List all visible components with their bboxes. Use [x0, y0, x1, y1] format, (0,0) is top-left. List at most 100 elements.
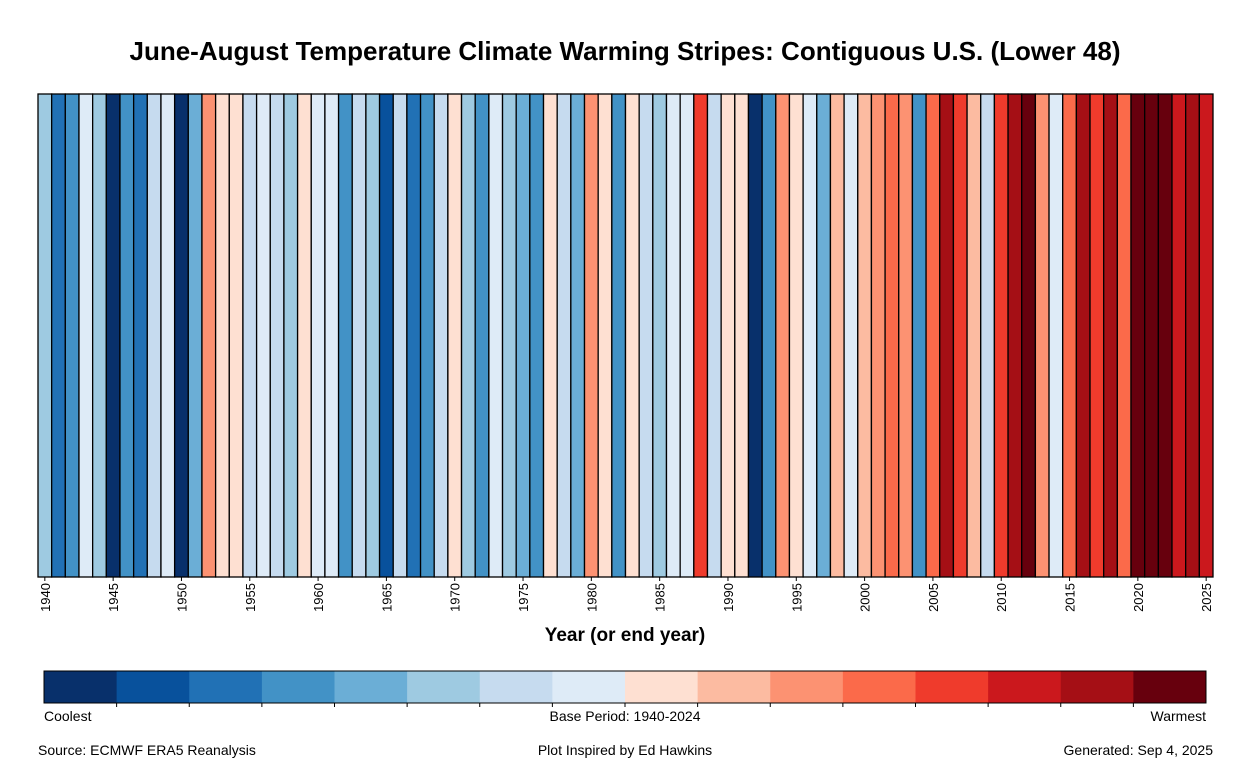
stripe-1960 [310, 93, 326, 578]
stripe-2025 [1198, 93, 1214, 578]
stripe-1984 [638, 93, 654, 578]
x-tick-label: 1980 [584, 583, 599, 612]
stripe-1991 [734, 93, 750, 578]
stripe-2022 [1157, 93, 1173, 578]
stripe-1962 [337, 93, 353, 578]
x-axis-label: Year (or end year) [544, 625, 706, 646]
stripe-2007 [952, 93, 968, 578]
x-tick-label: 2000 [858, 583, 873, 612]
stripe-1971 [460, 93, 476, 578]
stripe-1986 [665, 93, 681, 578]
stripe-1970 [447, 93, 463, 578]
stripe-1948 [146, 93, 162, 578]
colorbar-swatch [770, 671, 844, 703]
stripe-2006 [939, 93, 955, 578]
x-tick-label: 1990 [721, 583, 736, 612]
colorbar-mid-label: Base Period: 1940-2024 [549, 708, 701, 724]
stripe-1969 [433, 93, 449, 578]
colorbar-swatch [842, 671, 916, 703]
x-tick-label: 1955 [243, 583, 258, 612]
stripe-1942 [64, 93, 80, 578]
stripe-2012 [1021, 93, 1037, 578]
colorbar-swatch [625, 671, 699, 703]
x-tick-label: 1975 [516, 583, 531, 612]
x-tick-label: 2005 [926, 583, 941, 612]
stripe-1979 [570, 93, 586, 578]
stripe-1947 [132, 93, 148, 578]
colorbar-swatch [189, 671, 263, 703]
stripe-1958 [283, 93, 299, 578]
stripe-1996 [802, 93, 818, 578]
stripe-2021 [1144, 93, 1159, 578]
source-note: Source: ECMWF ERA5 Reanalysis [38, 742, 256, 758]
colorbar-swatch [1060, 671, 1134, 703]
x-tick-label: 1995 [789, 583, 804, 612]
stripe-1951 [187, 93, 203, 578]
stripe-2008 [966, 93, 982, 578]
stripe-1982 [611, 93, 627, 578]
stripe-1980 [583, 93, 599, 578]
colorbar-swatch [552, 671, 626, 703]
colorbar-swatch [915, 671, 989, 703]
stripe-2001 [870, 93, 886, 578]
stripe-1987 [679, 93, 695, 578]
x-tick-label: 1960 [311, 583, 326, 612]
stripe-1978 [556, 93, 572, 578]
colorbar-frame [43, 670, 1207, 704]
stripe-1943 [78, 93, 94, 578]
stripe-1985 [652, 93, 668, 578]
stripe-1946 [119, 93, 135, 578]
stripe-1975 [515, 93, 531, 578]
stripe-2011 [1007, 93, 1023, 578]
stripe-1952 [201, 93, 217, 578]
colorbar-swatch [44, 671, 118, 703]
stripe-1956 [255, 93, 271, 578]
stripe-1993 [761, 93, 777, 578]
x-tick-label: 1945 [106, 583, 121, 612]
colorbar-swatch [261, 671, 335, 703]
chart-title: June-August Temperature Climate Warming … [129, 36, 1121, 66]
stripe-2003 [898, 93, 914, 578]
stripe-2018 [1103, 93, 1119, 578]
colorbar-swatch [479, 671, 553, 703]
stripe-2024 [1185, 93, 1200, 578]
stripe-1994 [775, 93, 791, 578]
stripe-1940 [37, 93, 53, 578]
stripe-1959 [296, 93, 312, 578]
x-tick-label: 1950 [174, 583, 189, 612]
x-tick-label: 2010 [994, 583, 1009, 612]
x-tick-label: 2015 [1063, 583, 1078, 612]
stripe-1950 [173, 93, 189, 578]
stripe-1997 [816, 93, 832, 578]
stripe-1966 [392, 93, 408, 578]
x-tick-label: 2025 [1199, 583, 1214, 612]
x-tick-label: 2020 [1131, 583, 1146, 612]
stripe-2019 [1116, 93, 1132, 578]
stripe-1965 [378, 93, 394, 578]
stripe-1972 [474, 93, 490, 578]
colorbar-swatch [697, 671, 771, 703]
colorbar-swatch [988, 671, 1062, 703]
colorbar-swatch [334, 671, 408, 703]
stripe-1995 [788, 93, 804, 578]
stripe-1990 [720, 93, 736, 578]
generated-note: Generated: Sep 4, 2025 [1063, 742, 1213, 758]
plot-frame [37, 93, 1214, 578]
stripe-1976 [529, 93, 545, 578]
stripe-1973 [488, 93, 504, 578]
stripe-1992 [747, 93, 763, 578]
colorbar-low-label: Coolest [44, 708, 92, 724]
stripe-2000 [857, 93, 873, 578]
stripe-1941 [51, 93, 66, 578]
x-tick-label: 1985 [653, 583, 668, 612]
stripe-2017 [1089, 93, 1105, 578]
stripe-1944 [92, 93, 107, 578]
x-tick-label: 1965 [379, 583, 394, 612]
stripe-2014 [1048, 93, 1064, 578]
stripe-1963 [351, 93, 367, 578]
stripe-1957 [269, 93, 285, 578]
stripe-2002 [884, 93, 900, 578]
stripe-2004 [911, 93, 927, 578]
